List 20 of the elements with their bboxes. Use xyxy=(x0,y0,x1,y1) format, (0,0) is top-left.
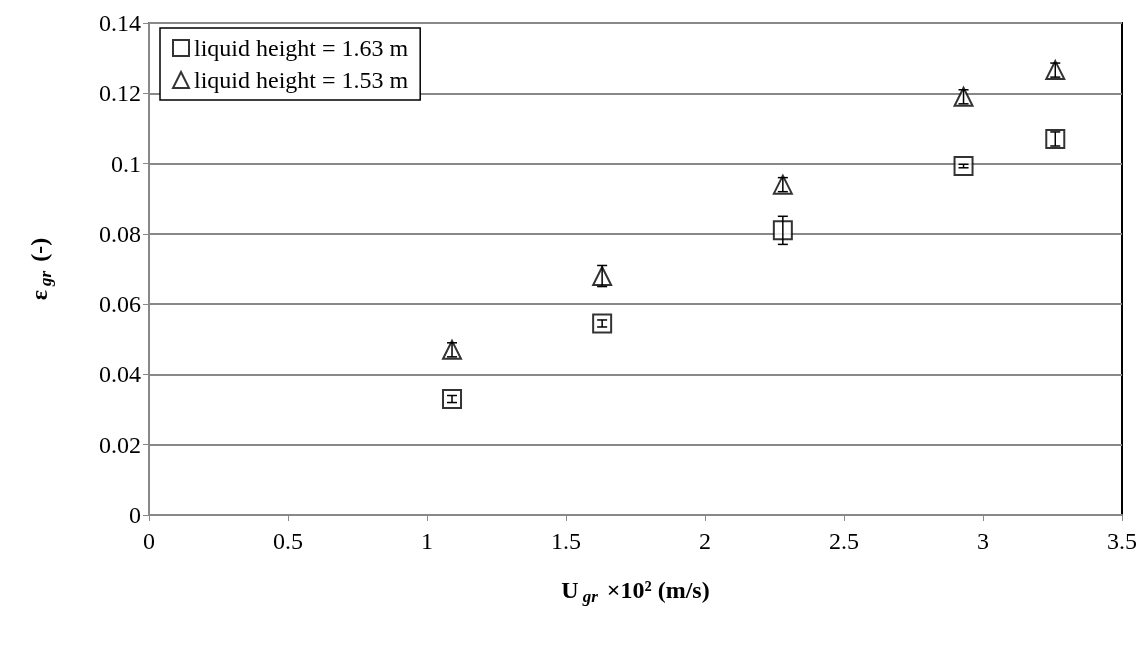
y-tick-label: 0.12 xyxy=(99,80,141,107)
y-tick-label: 0.02 xyxy=(99,431,141,458)
point xyxy=(442,389,463,410)
y-axis-title: εgr (-) xyxy=(26,237,55,301)
x-tick-label: 1.5 xyxy=(551,528,581,554)
x-tick-label: 2.5 xyxy=(829,528,859,554)
y-tick-label: 0.1 xyxy=(111,150,141,177)
x-tick-label: 1 xyxy=(421,528,433,554)
x-tick-label: 3 xyxy=(977,528,989,554)
y-tick-label: 0 xyxy=(129,502,141,528)
y-tick-label: 0.04 xyxy=(99,361,141,388)
x-tick-label: 0.5 xyxy=(273,528,303,554)
legend-label: liquid height = 1.53 m xyxy=(194,67,409,93)
y-tick-label: 0.06 xyxy=(99,291,141,318)
legend-label: liquid height = 1.63 m xyxy=(194,35,409,61)
y-tick-label: 0.14 xyxy=(99,10,141,36)
point xyxy=(953,156,974,177)
x-tick-label: 3.5 xyxy=(1107,528,1137,554)
y-tick-label: 0.08 xyxy=(99,220,141,247)
x-tick-label: 2 xyxy=(699,528,711,554)
